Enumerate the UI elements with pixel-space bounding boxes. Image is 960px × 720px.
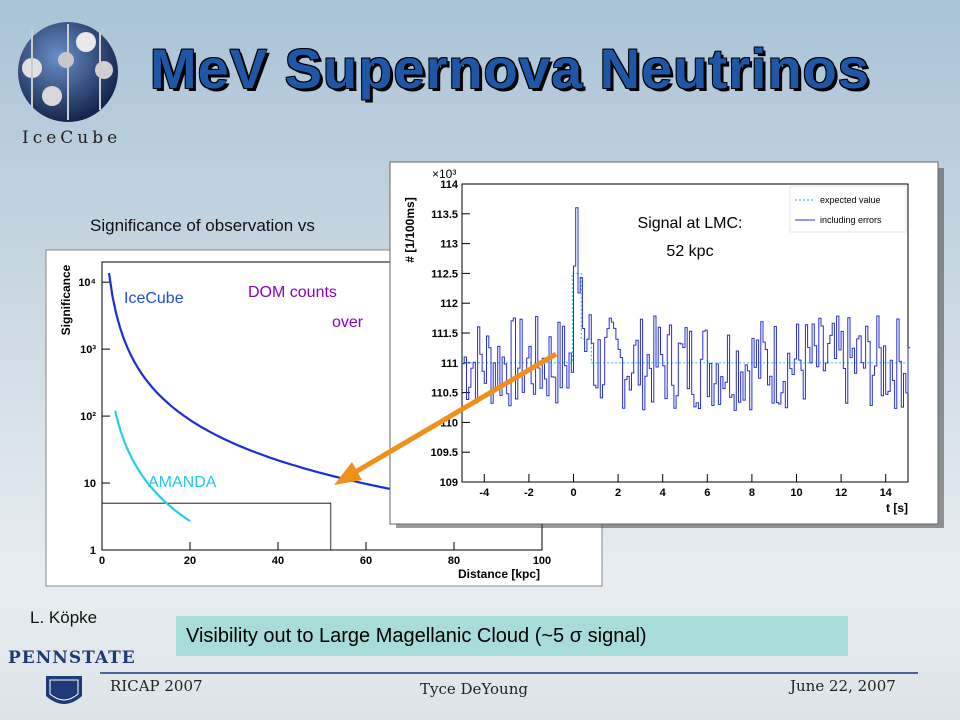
y-tick-label: 10⁴: [78, 277, 96, 289]
y-tick-label: 113: [440, 239, 458, 251]
x-axis-label: t [s]: [886, 501, 908, 515]
footer-author: Tyce DeYoung: [420, 680, 528, 698]
x-tick-label: -2: [524, 487, 534, 499]
x-tick-label: 0: [570, 487, 576, 499]
icecube-logo-icon: [18, 22, 118, 122]
legend-including-errors: including errors: [820, 215, 882, 225]
legend-expected-value: expected value: [820, 195, 881, 205]
x-tick-label: 0: [99, 555, 105, 567]
y-tick-label: 111: [441, 358, 458, 370]
y-tick-label: 112: [440, 298, 458, 310]
expected-value-line: [462, 272, 908, 364]
y-tick-label: 10²: [80, 411, 96, 423]
dom-counts-label: DOM counts: [248, 284, 337, 301]
signal-annotation: Signal at LMC: 52 kpc: [600, 210, 780, 266]
reference-line: [102, 502, 332, 550]
pennstate-logo-text: PENNSTATE: [8, 648, 136, 668]
x-tick-label: 8: [749, 487, 755, 499]
y-tick-label: 10: [84, 478, 96, 490]
signal-timeseries-chart: 109109.5110110.5111111.5112112.5113113.5…: [389, 161, 944, 528]
logo-text: IceCube: [22, 128, 122, 148]
footer-date: June 22, 2007: [790, 677, 896, 695]
x-tick-label: 60: [360, 555, 372, 567]
including-errors-line: [462, 207, 911, 411]
x-tick-label: 12: [835, 487, 847, 499]
y-axis-label: Significance: [59, 264, 73, 335]
y-tick-label: 111.5: [432, 328, 458, 340]
x-tick-label: 40: [272, 555, 284, 567]
amanda-label: AMANDA: [148, 474, 217, 491]
footer-conference: RICAP 2007: [110, 677, 203, 695]
y-tick-label: 10³: [80, 344, 96, 356]
pennstate-shield-icon: [46, 676, 82, 704]
over-label: over: [332, 314, 364, 331]
y-tick-label: 109.5: [430, 447, 458, 459]
x-tick-label: 14: [880, 487, 893, 499]
amanda-curve: [114, 410, 191, 523]
y-tick-label: 110.5: [431, 388, 458, 400]
x-tick-label: -4: [479, 487, 490, 499]
y-tick-label: 114: [440, 179, 459, 191]
slide-subtitle: Significance of observation vs: [90, 216, 315, 235]
x-tick-label: 100: [533, 555, 551, 567]
y-axis-label: # [1/100ms]: [403, 197, 417, 262]
signal-annotation-line1: Signal at LMC:: [637, 215, 743, 232]
icecube-label: IceCube: [124, 290, 184, 307]
x-tick-label: 2: [615, 487, 621, 499]
arrow-icon: [334, 351, 558, 485]
x-tick-label: 6: [704, 487, 710, 499]
x-tick-label: 10: [790, 487, 802, 499]
y-exponent-label: ×10³: [432, 167, 456, 181]
slide-title: MeV Supernova Neutrinos: [150, 37, 871, 100]
y-tick-label: 112.5: [431, 268, 458, 280]
y-tick-label: 113.5: [431, 209, 458, 221]
x-tick-label: 4: [660, 487, 667, 499]
y-tick-label: 1: [90, 545, 96, 557]
signal-annotation-line2: 52 kpc: [666, 243, 714, 260]
x-tick-label: 80: [448, 555, 460, 567]
x-axis-label: Distance [kpc]: [458, 567, 540, 581]
chart-legend: expected value including errors: [789, 185, 907, 233]
x-tick-label: 20: [184, 555, 196, 567]
author-credit: L. Köpke: [30, 608, 98, 627]
y-tick-label: 109: [440, 477, 458, 489]
visibility-note: Visibility out to Large Magellanic Cloud…: [176, 616, 848, 656]
